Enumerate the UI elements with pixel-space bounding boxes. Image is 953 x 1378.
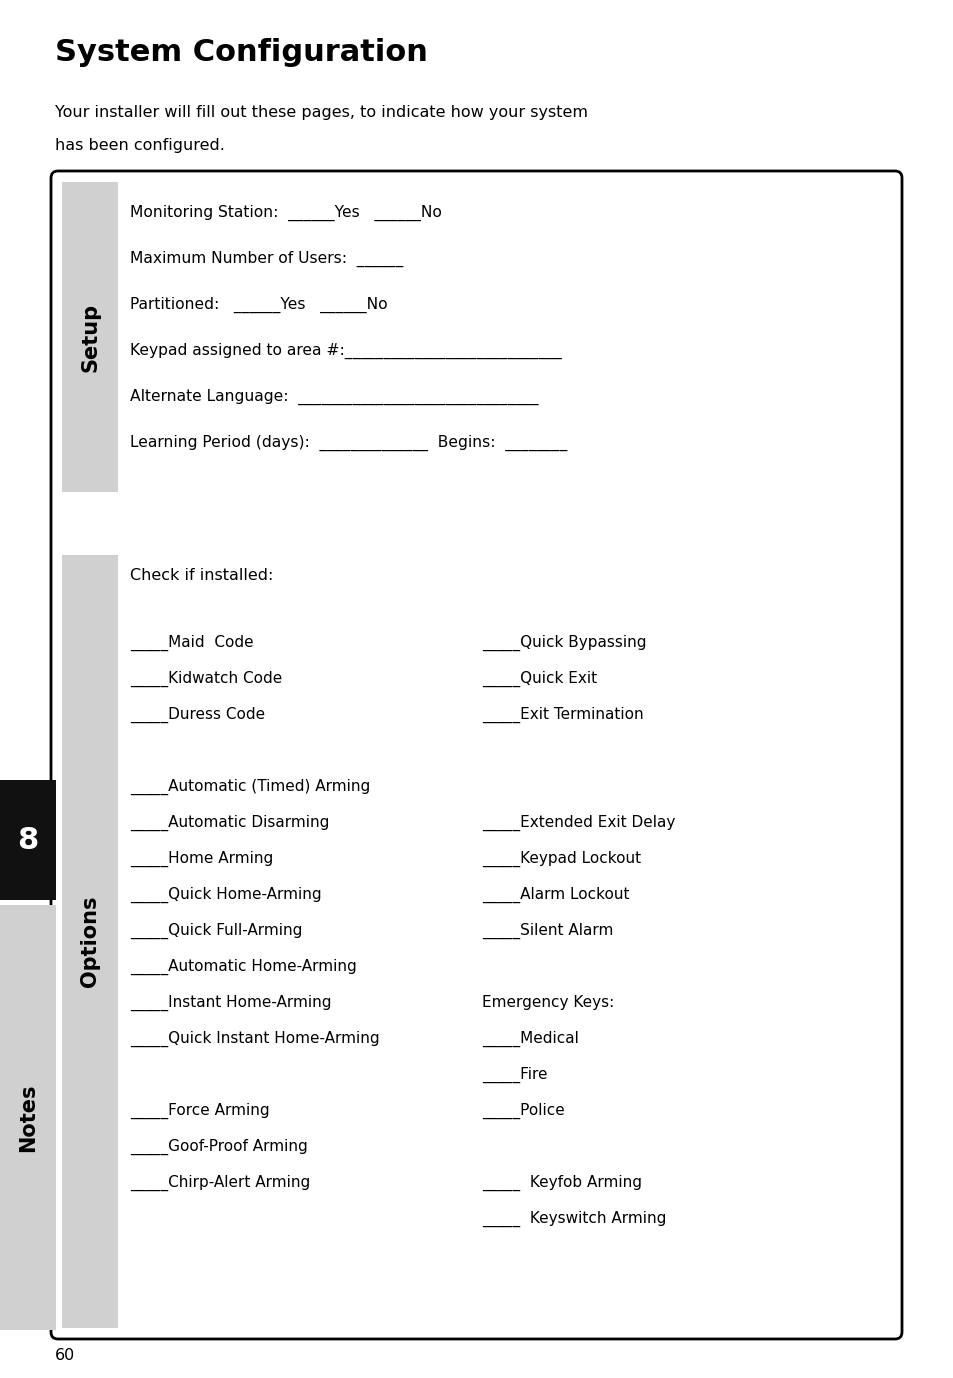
Text: _____Home Arming: _____Home Arming (130, 852, 273, 867)
Text: _____Duress Code: _____Duress Code (130, 707, 265, 723)
Text: _____Automatic (Timed) Arming: _____Automatic (Timed) Arming (130, 779, 370, 795)
FancyBboxPatch shape (51, 171, 901, 1339)
Text: _____Automatic Disarming: _____Automatic Disarming (130, 814, 329, 831)
Bar (0, 780, 56, 900)
Text: Check if installed:: Check if installed: (130, 568, 274, 583)
Text: Notes: Notes (18, 1083, 38, 1152)
Text: _____Quick Instant Home-Arming: _____Quick Instant Home-Arming (130, 1031, 379, 1047)
Text: _____Quick Exit: _____Quick Exit (481, 671, 597, 688)
Text: Monitoring Station:  ______Yes   ______No: Monitoring Station: ______Yes ______No (130, 205, 441, 222)
Text: _____  Keyfob Arming: _____ Keyfob Arming (481, 1175, 641, 1191)
Text: _____Chirp-Alert Arming: _____Chirp-Alert Arming (130, 1175, 310, 1191)
Text: Alternate Language:  _______________________________: Alternate Language: ____________________… (130, 389, 537, 405)
Text: 8: 8 (17, 825, 38, 854)
Text: Keypad assigned to area #:____________________________: Keypad assigned to area #:______________… (130, 343, 561, 360)
Text: 60: 60 (55, 1348, 75, 1363)
Text: _____Fire: _____Fire (481, 1067, 547, 1083)
Text: _____Keypad Lockout: _____Keypad Lockout (481, 852, 640, 867)
Text: _____Force Arming: _____Force Arming (130, 1102, 270, 1119)
Text: _____Maid  Code: _____Maid Code (130, 635, 253, 652)
Text: Emergency Keys:: Emergency Keys: (481, 995, 614, 1010)
Bar (62, 182, 118, 492)
Text: Options: Options (80, 896, 100, 987)
Text: _____  Keyswitch Arming: _____ Keyswitch Arming (481, 1211, 666, 1228)
Text: _____Quick Home-Arming: _____Quick Home-Arming (130, 887, 321, 903)
Text: _____Quick Bypassing: _____Quick Bypassing (481, 635, 646, 652)
Text: _____Alarm Lockout: _____Alarm Lockout (481, 887, 629, 903)
Text: _____Quick Full-Arming: _____Quick Full-Arming (130, 923, 302, 940)
Text: _____Automatic Home-Arming: _____Automatic Home-Arming (130, 959, 356, 976)
Text: _____Extended Exit Delay: _____Extended Exit Delay (481, 814, 675, 831)
Text: Learning Period (days):  ______________  Begins:  ________: Learning Period (days): ______________ B… (130, 435, 567, 451)
Text: System Configuration: System Configuration (55, 39, 428, 68)
Text: _____Goof-Proof Arming: _____Goof-Proof Arming (130, 1140, 308, 1155)
Text: Maximum Number of Users:  ______: Maximum Number of Users: ______ (130, 251, 403, 267)
Text: _____Exit Termination: _____Exit Termination (481, 707, 643, 723)
Bar (62, 555, 118, 1328)
Text: Setup: Setup (80, 302, 100, 372)
Text: _____Medical: _____Medical (481, 1031, 578, 1047)
Text: _____Silent Alarm: _____Silent Alarm (481, 923, 613, 940)
Text: Partitioned:   ______Yes   ______No: Partitioned: ______Yes ______No (130, 298, 387, 313)
Bar (0, 905, 56, 1330)
Text: _____Instant Home-Arming: _____Instant Home-Arming (130, 995, 331, 1011)
Text: _____Police: _____Police (481, 1102, 564, 1119)
Text: _____Kidwatch Code: _____Kidwatch Code (130, 671, 282, 688)
Text: Your installer will fill out these pages, to indicate how your system: Your installer will fill out these pages… (55, 105, 587, 120)
Text: has been configured.: has been configured. (55, 138, 225, 153)
